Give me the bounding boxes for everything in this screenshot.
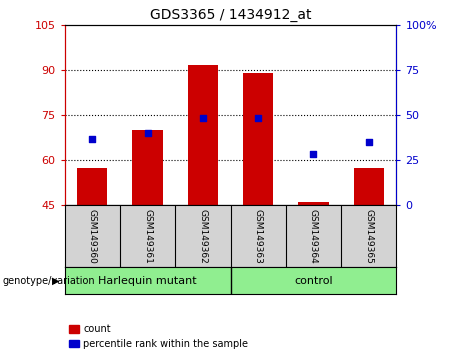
Title: GDS3365 / 1434912_at: GDS3365 / 1434912_at <box>150 8 311 22</box>
Point <box>199 115 207 121</box>
Point <box>365 139 372 145</box>
Text: GSM149360: GSM149360 <box>88 209 97 264</box>
Text: control: control <box>294 275 333 286</box>
Point <box>144 130 151 136</box>
Text: GSM149365: GSM149365 <box>364 209 373 264</box>
Point <box>89 136 96 142</box>
Bar <box>77 168 107 205</box>
Text: GSM149361: GSM149361 <box>143 209 152 264</box>
Text: Harlequin mutant: Harlequin mutant <box>98 275 197 286</box>
Bar <box>354 168 384 205</box>
Text: ▶: ▶ <box>53 275 60 286</box>
Bar <box>243 73 273 205</box>
Point <box>254 115 262 121</box>
Text: GSM149362: GSM149362 <box>198 209 207 264</box>
Text: genotype/variation: genotype/variation <box>2 275 95 286</box>
Point <box>310 152 317 157</box>
Bar <box>298 202 329 205</box>
Bar <box>188 65 218 205</box>
Text: GSM149363: GSM149363 <box>254 209 263 264</box>
Bar <box>132 130 163 205</box>
Text: GSM149364: GSM149364 <box>309 209 318 264</box>
Legend: count, percentile rank within the sample: count, percentile rank within the sample <box>70 324 248 349</box>
